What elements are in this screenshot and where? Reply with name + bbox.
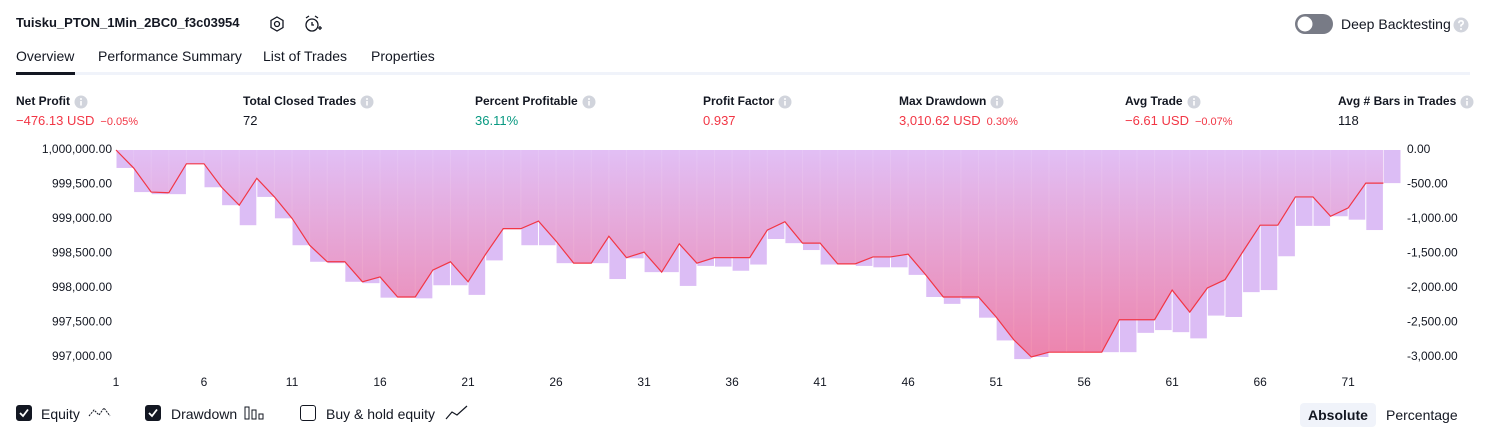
info-icon[interactable] (74, 95, 88, 109)
tabs-divider (16, 72, 1470, 75)
metric-number: 72 (243, 113, 258, 128)
metric-number: 0.937 (703, 113, 736, 128)
metric-value: 118 (1338, 113, 1359, 128)
info-icon[interactable] (1187, 95, 1201, 109)
x-tick-label: 31 (637, 375, 651, 389)
metric-number: −476.13 USD (16, 113, 95, 128)
y2-tick-label: -2,500.00 (1407, 315, 1458, 329)
metric-value: −476.13 USD −0.05% (16, 113, 138, 128)
metric-change: −0.05% (100, 116, 139, 128)
metric-value: −6.61 USD −0.07% (1125, 113, 1233, 128)
x-tick-label: 21 (461, 375, 475, 389)
x-tick-label: 61 (1165, 375, 1179, 389)
equity-area (116, 150, 1384, 357)
settings-icon[interactable] (268, 15, 286, 33)
info-icon[interactable] (1460, 95, 1474, 109)
equity-legend-icon (88, 407, 111, 417)
x-tick-label: 16 (373, 375, 387, 389)
info-icon[interactable] (990, 95, 1004, 109)
check-mark (148, 408, 158, 418)
drawdown-bar (1383, 150, 1401, 184)
x-tick-label: 66 (1253, 375, 1267, 389)
tab[interactable]: List of Trades (263, 48, 348, 64)
metric-number: −6.61 USD (1125, 113, 1189, 128)
y-tick-label: 998,000.00 (52, 280, 112, 294)
scale-mode-button[interactable]: Absolute (1300, 403, 1376, 427)
y2-tick-label: -1,000.00 (1407, 211, 1458, 225)
metric-value: 3,010.62 USD 0.30% (899, 113, 1018, 128)
y-tick-label: 997,000.00 (52, 349, 112, 363)
tab[interactable]: Overview (16, 48, 75, 64)
metric-value: 0.937 (703, 113, 736, 128)
metric-label: Total Closed Trades (243, 94, 374, 109)
metric-change: 0.30% (986, 116, 1018, 128)
metric-label: Avg # Bars in Trades (1338, 94, 1474, 109)
x-tick-label: 26 (549, 375, 563, 389)
help-icon[interactable] (1453, 17, 1469, 33)
metric-label: Profit Factor (703, 94, 792, 109)
info-icon[interactable] (582, 95, 596, 109)
y2-tick-label: -500.00 (1407, 177, 1448, 191)
metric-change: −0.07% (1194, 116, 1233, 128)
equity-line (115, 149, 1384, 358)
x-tick-label: 71 (1342, 375, 1356, 389)
metric-label: Percent Profitable (475, 94, 596, 109)
metric-number: 3,010.62 USD (899, 113, 981, 128)
metric-number: 36.11% (475, 113, 519, 128)
y-tick-label: 999,500.00 (52, 177, 112, 191)
x-tick-label: 41 (813, 375, 827, 389)
buy-hold-checkbox[interactable] (300, 405, 316, 421)
x-tick-label: 46 (901, 375, 915, 389)
check-mark (19, 408, 29, 418)
x-tick-label: 6 (201, 375, 208, 389)
active-tab-underline (16, 72, 75, 75)
drawdown-legend-icon (244, 406, 264, 420)
y2-tick-label: -1,500.00 (1407, 246, 1458, 260)
equity-checkbox[interactable] (16, 405, 32, 421)
alert-icon[interactable] (303, 14, 323, 34)
metric-value: 72 (243, 113, 257, 128)
x-tick-label: 1 (113, 375, 120, 389)
y-tick-label: 1,000,000.00 (42, 142, 112, 156)
legend-label: Drawdown (171, 406, 238, 422)
drawdown-checkbox[interactable] (145, 405, 161, 421)
x-tick-label: 56 (1077, 375, 1091, 389)
y-tick-label: 999,000.00 (52, 211, 112, 225)
y-tick-label: 997,500.00 (52, 315, 112, 329)
legend-label: Equity (41, 406, 80, 422)
legend-label: Buy & hold equity (326, 406, 435, 422)
metric-label: Max Drawdown (899, 94, 1004, 109)
y2-tick-label: -3,000.00 (1407, 349, 1458, 363)
metric-label: Avg Trade (1125, 94, 1201, 109)
y-tick-label: 998,500.00 (52, 246, 112, 260)
y2-tick-label: -2,000.00 (1407, 280, 1458, 294)
y2-tick-label: 0.00 (1407, 142, 1431, 156)
metric-number: 118 (1338, 113, 1359, 128)
scale-mode-button[interactable]: Percentage (1386, 407, 1458, 423)
tab[interactable]: Performance Summary (98, 48, 242, 64)
info-icon[interactable] (778, 95, 792, 109)
x-tick-label: 11 (286, 375, 299, 389)
deep-backtesting-label: Deep Backtesting (1341, 16, 1451, 32)
buy-hold-legend-icon (445, 405, 468, 420)
metric-value: 36.11% (475, 113, 518, 128)
metric-label: Net Profit (16, 94, 88, 109)
deep-backtesting-toggle[interactable] (1295, 14, 1333, 34)
strategy-title: Tuisku_PTON_1Min_2BC0_f3c03954 (16, 15, 240, 30)
tab[interactable]: Properties (371, 48, 435, 64)
x-tick-label: 36 (725, 375, 739, 389)
info-icon[interactable] (360, 95, 374, 109)
x-tick-label: 51 (989, 375, 1003, 389)
